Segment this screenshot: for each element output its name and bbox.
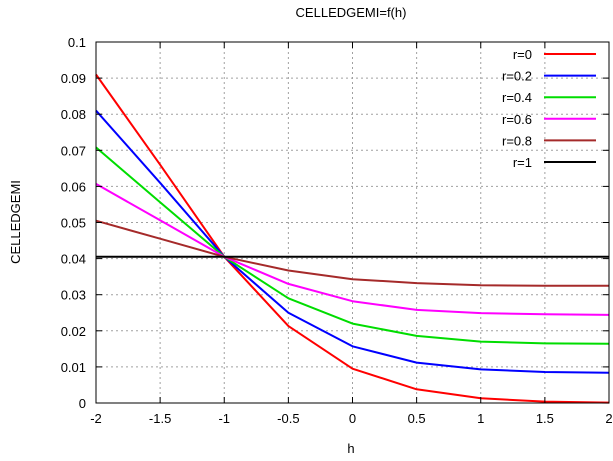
x-tick-label: 1: [477, 411, 484, 426]
y-tick-label: 0: [79, 396, 86, 411]
legend-label: r=0.2: [502, 69, 532, 84]
y-tick-label: 0.04: [61, 252, 86, 267]
y-tick-label: 0.01: [61, 360, 86, 375]
x-tick-label: 0: [349, 411, 356, 426]
y-tick-label: 0.05: [61, 216, 86, 231]
legend-label: r=0: [513, 47, 532, 62]
legend-label: r=0.6: [502, 112, 532, 127]
y-tick-label: 0.08: [61, 107, 86, 122]
y-tick-label: 0.06: [61, 179, 86, 194]
series-line-r-0: [95, 73, 610, 404]
y-tick-label: 0.02: [61, 324, 86, 339]
axis-ticks: -2 -1.5 -1 -0.5 0 0.5 1 1.5 2 0 0.01 0.02 0.03 0.04 0.…: [61, 35, 613, 426]
y-tick-label: 0.1: [68, 35, 86, 50]
series-line-r-0-8: [95, 219, 609, 287]
y-axis-title: CELLEDGEMI: [8, 180, 23, 264]
plot-lines: [95, 73, 610, 404]
x-axis-title: h: [347, 441, 354, 456]
x-tick-label: -1.5: [149, 411, 171, 426]
grid: [96, 42, 609, 403]
y-tick-label: 0.03: [61, 288, 86, 303]
series-line-r-0-6: [95, 183, 610, 316]
series-line-r-0-2: [95, 109, 610, 374]
legend-label: r=1: [513, 155, 532, 170]
x-tick-label: 2: [605, 411, 612, 426]
x-tick-label: -0.5: [277, 411, 299, 426]
y-tick-label: 0.09: [61, 71, 86, 86]
x-tick-label: -2: [90, 411, 102, 426]
legend: r=0 r=0.2 r=0.4 r=0.6 r=0.8 r=1: [502, 47, 596, 170]
legend-label: r=0.8: [502, 133, 532, 148]
y-tick-label: 0.07: [61, 143, 86, 158]
legend-label: r=0.4: [502, 90, 532, 105]
x-tick-label: 1.5: [536, 411, 554, 426]
series-line-r-0-4: [95, 146, 610, 345]
chart-title: CELLEDGEMI=f(h): [296, 5, 407, 20]
x-tick-label: -1: [218, 411, 230, 426]
x-tick-label: 0.5: [408, 411, 426, 426]
